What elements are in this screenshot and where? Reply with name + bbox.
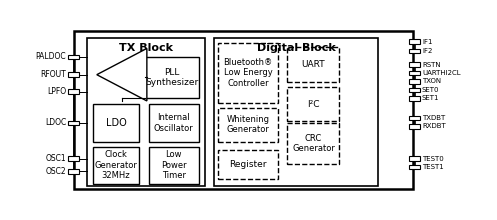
Text: Digital Block: Digital Block bbox=[257, 43, 335, 53]
Text: SET1: SET1 bbox=[422, 95, 439, 101]
Text: TEST0: TEST0 bbox=[422, 156, 444, 161]
Bar bbox=[409, 39, 420, 44]
Text: Clock
Generator
32MHz: Clock Generator 32MHz bbox=[94, 150, 138, 180]
Bar bbox=[287, 47, 339, 82]
Text: OSC2: OSC2 bbox=[46, 167, 67, 176]
Text: LDO: LDO bbox=[106, 118, 126, 128]
Text: RXDBT: RXDBT bbox=[422, 123, 446, 129]
Text: UARTHI2CL: UARTHI2CL bbox=[422, 70, 461, 76]
Text: PLL
Synthesizer: PLL Synthesizer bbox=[145, 68, 198, 87]
Bar bbox=[409, 96, 420, 101]
Bar bbox=[409, 79, 420, 84]
Text: Low
Power
Timer: Low Power Timer bbox=[161, 150, 187, 180]
Bar bbox=[145, 57, 199, 97]
Bar bbox=[409, 62, 420, 67]
Text: UART: UART bbox=[302, 60, 325, 69]
Text: IF1: IF1 bbox=[422, 39, 432, 45]
Bar bbox=[87, 38, 205, 186]
Bar bbox=[218, 43, 278, 103]
Bar bbox=[74, 31, 413, 189]
Text: TEST1: TEST1 bbox=[422, 164, 444, 170]
Bar bbox=[409, 71, 420, 75]
Text: TX Block: TX Block bbox=[119, 43, 173, 53]
Text: SET0: SET0 bbox=[422, 87, 439, 93]
Bar bbox=[214, 38, 378, 186]
Text: Whitening
Generator: Whitening Generator bbox=[227, 115, 269, 134]
Bar bbox=[68, 156, 79, 161]
Bar bbox=[409, 49, 420, 53]
Bar bbox=[409, 124, 420, 129]
Bar bbox=[68, 89, 79, 94]
Bar bbox=[93, 147, 139, 184]
Text: Bluetooth®
Low Energy
Controller: Bluetooth® Low Energy Controller bbox=[223, 58, 272, 88]
Bar bbox=[409, 116, 420, 120]
Text: LDOC: LDOC bbox=[45, 118, 67, 127]
Text: Internal
Oscillator: Internal Oscillator bbox=[154, 113, 194, 133]
Bar bbox=[409, 88, 420, 92]
Bar bbox=[149, 104, 199, 142]
Bar bbox=[287, 87, 339, 121]
Text: TXON: TXON bbox=[422, 79, 441, 84]
Bar bbox=[218, 150, 278, 179]
Text: RSTN: RSTN bbox=[422, 62, 440, 68]
Text: IF2: IF2 bbox=[422, 48, 432, 54]
Text: OSC1: OSC1 bbox=[46, 154, 67, 163]
Bar bbox=[409, 156, 420, 161]
Text: Register: Register bbox=[229, 160, 267, 169]
Bar bbox=[68, 169, 79, 174]
Text: PALDOC: PALDOC bbox=[36, 52, 67, 61]
Bar bbox=[218, 108, 278, 142]
Bar bbox=[149, 147, 199, 184]
Text: I²C: I²C bbox=[307, 100, 320, 109]
Text: CRC
Generator: CRC Generator bbox=[292, 134, 335, 153]
Polygon shape bbox=[97, 48, 147, 101]
Bar bbox=[68, 55, 79, 59]
Bar bbox=[287, 123, 339, 164]
Bar bbox=[409, 165, 420, 169]
Bar bbox=[93, 104, 139, 142]
Text: RFOUT: RFOUT bbox=[41, 70, 67, 79]
Bar bbox=[68, 121, 79, 125]
Text: TXDBT: TXDBT bbox=[422, 115, 445, 121]
Bar bbox=[68, 72, 79, 77]
Text: LPFO: LPFO bbox=[47, 87, 67, 96]
